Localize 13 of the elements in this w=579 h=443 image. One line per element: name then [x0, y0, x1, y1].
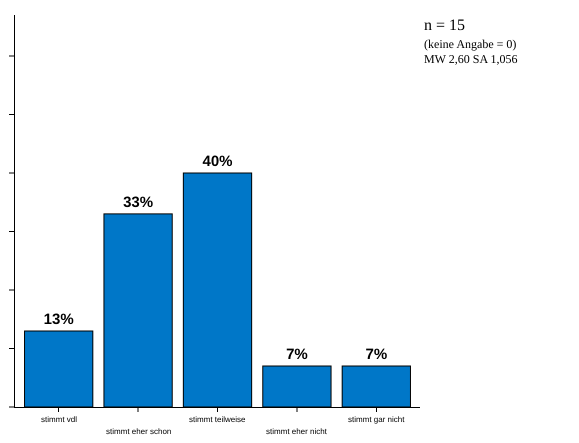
x-tick-label: stimmt vdl	[41, 415, 78, 424]
text: n = 15	[424, 17, 466, 34]
data-label: 33%	[123, 194, 154, 211]
data-label: 13%	[44, 310, 74, 328]
x-tick-label: stimmt eher schon	[106, 427, 172, 436]
data-label: 40%	[202, 152, 233, 170]
text: MW 2,60 SA 1,056	[424, 52, 518, 66]
text: (keine Angabe = 0)	[424, 37, 516, 51]
x-tick-label: stimmt gar nicht	[348, 415, 406, 424]
data-label: 7%	[286, 346, 308, 364]
x-tick-label: stimmt eher nicht	[266, 427, 328, 436]
x-tick-label: stimmt teilweise	[189, 415, 246, 424]
data-label: 7%	[365, 346, 388, 364]
